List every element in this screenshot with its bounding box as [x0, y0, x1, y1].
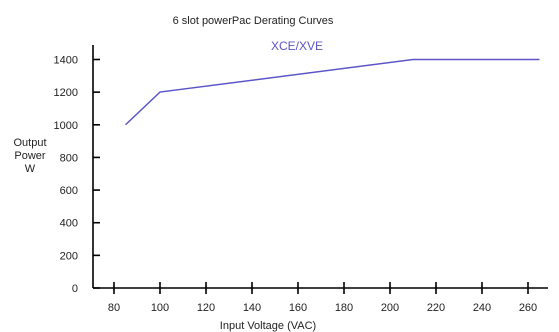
x-tick-label: 200: [381, 302, 399, 314]
x-tick-label: 140: [243, 302, 261, 314]
y-axis-title: Output Power W: [13, 137, 46, 175]
y-tick-label: 400: [60, 218, 78, 230]
chart-title: 6 slot powerPac Derating Curves: [173, 15, 334, 27]
y-tick-label: 600: [60, 185, 78, 197]
x-tick-label: 260: [519, 302, 537, 314]
y-tick-label: 1000: [54, 120, 78, 132]
y-tick-label: 800: [60, 152, 78, 164]
y-axis-ticks: 0 200 400 600 800 1000 1200 1400: [54, 55, 100, 295]
x-axis-title: Input Voltage (VAC): [220, 320, 316, 332]
x-tick-label: 120: [197, 302, 215, 314]
y-tick-label: 1400: [54, 55, 78, 67]
x-tick-label: 220: [427, 302, 445, 314]
x-tick-label: 240: [473, 302, 491, 314]
x-tick-label: 180: [335, 302, 353, 314]
y-axis-title-line-1: Output: [13, 137, 46, 149]
y-axis-title-line-3: W: [25, 163, 36, 175]
x-tick-label: 80: [108, 302, 120, 314]
x-axis-ticks: 80100120140160180200220240260280: [108, 282, 537, 314]
x-tick-label: 160: [289, 302, 307, 314]
y-tick-label: 200: [60, 250, 78, 262]
y-tick-label: 1200: [54, 87, 78, 99]
y-tick-label: 0: [72, 283, 78, 295]
series-layer: XCE/XVE: [125, 39, 540, 126]
x-tick-label: 100: [151, 302, 169, 314]
series-line-xce-xve: [125, 58, 540, 126]
y-axis-title-line-2: Power: [14, 150, 46, 162]
series-label: XCE/XVE: [271, 39, 323, 53]
